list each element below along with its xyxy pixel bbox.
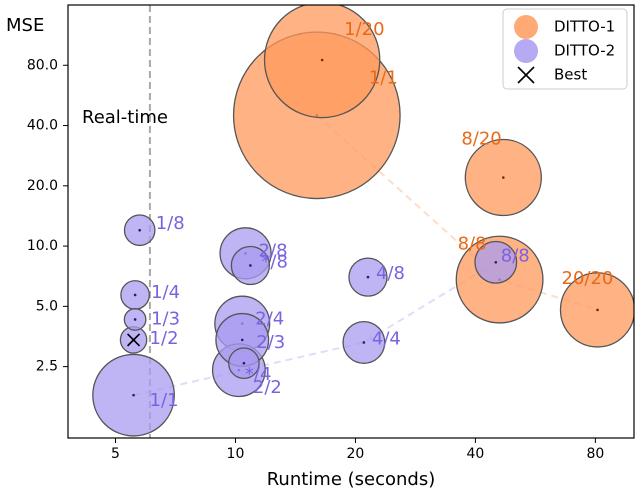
point-label-ditto-2-1-8: 1/8 bbox=[156, 213, 185, 234]
plot-frame bbox=[67, 4, 635, 439]
point-label-ditto-2-2-8: 2/8 bbox=[259, 240, 288, 261]
x-tick-label: 80 bbox=[586, 446, 604, 462]
bubble-center-ditto-2-1-4 bbox=[133, 293, 137, 297]
point-label-ditto-2-8-8: 8/8 bbox=[501, 245, 530, 266]
point-label-ditto-1-1-20: 1/20 bbox=[344, 19, 384, 40]
legend-marker-best bbox=[517, 66, 535, 84]
bubble-center-ditto-2-1-1 bbox=[132, 393, 135, 397]
x-tick-label: 5 bbox=[111, 446, 120, 462]
best-marker bbox=[126, 333, 141, 347]
bubble-center-ditto-2-4-8 bbox=[366, 275, 370, 279]
legend-label-ditto-1: DITTO-1 bbox=[554, 18, 615, 36]
point-label-ditto-2---4: */4 bbox=[245, 364, 272, 385]
point-label-ditto-1-8-20: 8/20 bbox=[461, 129, 501, 150]
point-label-ditto-2---8: */8 bbox=[261, 251, 288, 272]
y-tick-label: 10.0 bbox=[27, 238, 58, 254]
bubble-center-ditto-2---8 bbox=[249, 264, 252, 267]
bubble-center-ditto-1-20-20 bbox=[596, 308, 599, 312]
realtime-label: Real-time bbox=[82, 107, 168, 128]
bubble-center-ditto-2-2-3 bbox=[240, 338, 244, 342]
bubble-ditto-1-1-20 bbox=[263, 5, 381, 119]
y-tick-label: 40.0 bbox=[27, 118, 58, 134]
bubble-center-ditto-1-8-20 bbox=[502, 176, 505, 179]
y-tick-label: 80.0 bbox=[27, 57, 58, 73]
point-label-ditto-2-1-2: 1/2 bbox=[150, 328, 179, 349]
y-tick-label: 20.0 bbox=[27, 178, 58, 194]
legend-marker-ditto-1 bbox=[514, 15, 538, 39]
bubble-center-ditto-2---4 bbox=[242, 361, 246, 365]
legend: DITTO-1 DITTO-2 Best bbox=[502, 8, 628, 90]
bubble-center-ditto-2-1-3 bbox=[133, 318, 137, 321]
point-label-ditto-2-1-1: 1/1 bbox=[150, 390, 179, 411]
point-label-ditto-1-8-8: 8/8 bbox=[458, 234, 487, 255]
y-tick-label: 5.0 bbox=[36, 298, 58, 314]
point-label-ditto-2-4-4: 4/4 bbox=[372, 328, 401, 349]
bubble-center-ditto-1-1-20 bbox=[320, 58, 324, 62]
point-label-ditto-1-1-1: 1/1 bbox=[369, 67, 398, 88]
point-label-ditto-2-1-4: 1/4 bbox=[151, 282, 180, 303]
bubble-center-ditto-2-8-8 bbox=[494, 260, 498, 264]
x-tick-label: 40 bbox=[466, 446, 484, 462]
y-axis-label: MSE bbox=[6, 15, 44, 36]
plot-area: 1/20 1/1 8/20 8/8 20/20 1/1 1/21/3 1/4 1/8 2/2*/4… bbox=[92, 5, 634, 438]
x-tick-label: 10 bbox=[227, 446, 245, 462]
bubble-center-ditto-2-1-8 bbox=[138, 228, 141, 232]
legend-marker-ditto-2 bbox=[514, 39, 538, 63]
point-label-ditto-2-2-4: 2/4 bbox=[255, 309, 284, 330]
bubble-center-ditto-2-4-4 bbox=[362, 341, 366, 344]
point-label-ditto-2-1-3: 1/3 bbox=[151, 308, 180, 329]
legend-label-best: Best bbox=[554, 66, 587, 84]
trend-line-ditto-2 bbox=[133, 261, 497, 397]
x-tick-label: 20 bbox=[347, 446, 365, 462]
point-label-ditto-2-2-2: 2/2 bbox=[253, 377, 282, 398]
point-label-ditto-2-4-8: 4/8 bbox=[376, 263, 405, 284]
point-label-ditto-1-20-20: 20/20 bbox=[562, 268, 614, 289]
legend-label-ditto-2: DITTO-2 bbox=[554, 42, 615, 60]
x-axis-label: Runtime (seconds) bbox=[267, 469, 436, 490]
point-label-ditto-2-2-3: 2/3 bbox=[256, 332, 285, 353]
y-tick-label: 2.5 bbox=[36, 359, 58, 375]
